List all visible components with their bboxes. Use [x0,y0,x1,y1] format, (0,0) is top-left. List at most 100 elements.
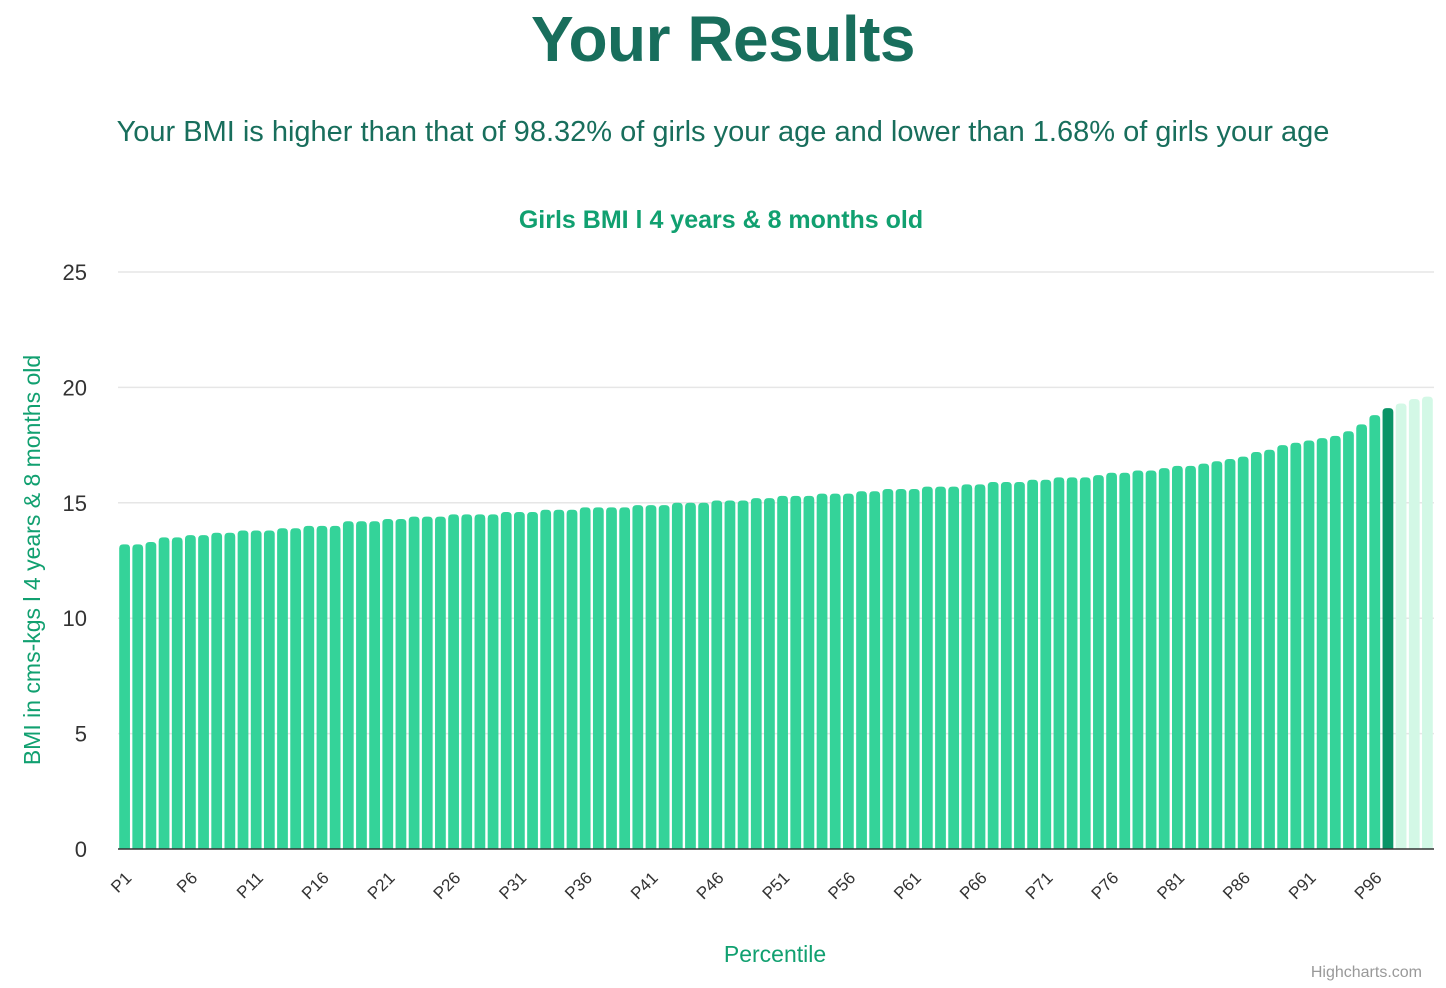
bar[interactable] [698,502,709,849]
bar[interactable] [1356,424,1367,849]
bar[interactable] [895,488,907,849]
bar[interactable] [1224,458,1236,849]
bar[interactable] [1408,398,1420,849]
bar[interactable] [632,505,644,849]
bar[interactable] [1395,403,1407,849]
bar[interactable] [750,498,762,849]
bar[interactable] [1132,470,1144,849]
bar[interactable] [1053,477,1065,849]
bar[interactable] [724,500,736,849]
bar[interactable] [1343,431,1354,849]
bar[interactable] [1237,456,1249,849]
bar[interactable] [1422,396,1433,849]
bar[interactable] [448,514,459,849]
bar[interactable] [421,516,433,849]
bar[interactable] [224,532,236,849]
credits-link[interactable]: Highcharts.com [1311,964,1422,981]
bar[interactable] [500,512,512,849]
bar[interactable] [579,507,591,849]
bar[interactable] [461,514,473,849]
bar[interactable] [1277,445,1289,849]
bar[interactable] [908,488,920,849]
bar[interactable] [342,521,354,849]
bar[interactable] [566,509,578,849]
bar[interactable] [869,491,881,849]
bar[interactable] [1106,472,1117,849]
bar[interactable] [132,544,144,849]
bar[interactable] [1066,477,1078,849]
bar[interactable] [185,535,196,849]
bar[interactable] [1303,440,1315,849]
bar[interactable] [948,486,960,849]
bar[interactable] [974,484,986,849]
bar[interactable] [277,528,288,849]
bar[interactable] [1000,482,1012,849]
bar[interactable] [856,491,867,849]
bar[interactable] [250,530,262,849]
bar[interactable] [1198,463,1210,849]
bar[interactable] [671,502,683,849]
bar[interactable] [527,512,538,849]
bar[interactable] [592,507,604,849]
bar[interactable] [540,509,552,849]
bar[interactable] [685,502,696,849]
bar[interactable] [382,518,394,849]
bar[interactable] [882,488,894,849]
bar[interactable] [1079,477,1091,849]
bar[interactable] [1158,468,1170,849]
bar[interactable] [777,495,788,849]
bar[interactable] [1211,461,1223,849]
bar[interactable] [237,530,249,849]
bar[interactable] [645,505,657,849]
bar[interactable] [316,525,328,849]
bar[interactable] [1250,452,1262,849]
bar[interactable] [263,530,275,849]
bar[interactable] [1290,442,1302,849]
bar[interactable] [158,537,170,849]
bar[interactable] [553,509,565,849]
bar[interactable] [935,486,946,849]
bar[interactable] [816,493,828,849]
bar[interactable] [1172,465,1183,849]
bar[interactable] [514,512,525,849]
bar[interactable] [211,532,223,849]
bar[interactable] [619,507,631,849]
bar[interactable] [843,493,854,849]
bar[interactable] [435,516,446,849]
bar[interactable] [171,537,183,849]
bar[interactable] [764,498,775,849]
bar[interactable] [711,500,723,849]
bar[interactable] [1185,465,1196,849]
bar[interactable] [1369,415,1381,849]
bar[interactable] [369,521,380,849]
bar[interactable] [606,507,617,849]
bar[interactable] [1145,470,1157,849]
bar[interactable] [119,544,130,849]
bar[interactable] [803,495,815,849]
bar[interactable] [474,514,486,849]
bar[interactable] [303,525,315,849]
bar[interactable] [961,484,973,849]
bar[interactable] [198,535,209,849]
bar[interactable] [658,505,670,849]
bar[interactable] [145,542,157,849]
bar[interactable] [395,518,407,849]
bar[interactable] [329,525,341,849]
bar[interactable] [987,482,999,849]
bar[interactable] [1329,435,1341,849]
bar[interactable] [1040,479,1052,849]
bar[interactable] [1027,479,1038,849]
bar-highlighted[interactable] [1382,408,1394,849]
bar[interactable] [737,500,749,849]
bar[interactable] [1093,475,1104,849]
bar[interactable] [1119,472,1131,849]
bar[interactable] [408,516,420,849]
bar[interactable] [487,514,499,849]
bar[interactable] [290,528,302,849]
bar[interactable] [921,486,933,849]
bar[interactable] [829,493,841,849]
bar[interactable] [1264,449,1275,849]
bar[interactable] [1014,482,1025,849]
bar[interactable] [790,495,802,849]
bar[interactable] [356,521,367,849]
